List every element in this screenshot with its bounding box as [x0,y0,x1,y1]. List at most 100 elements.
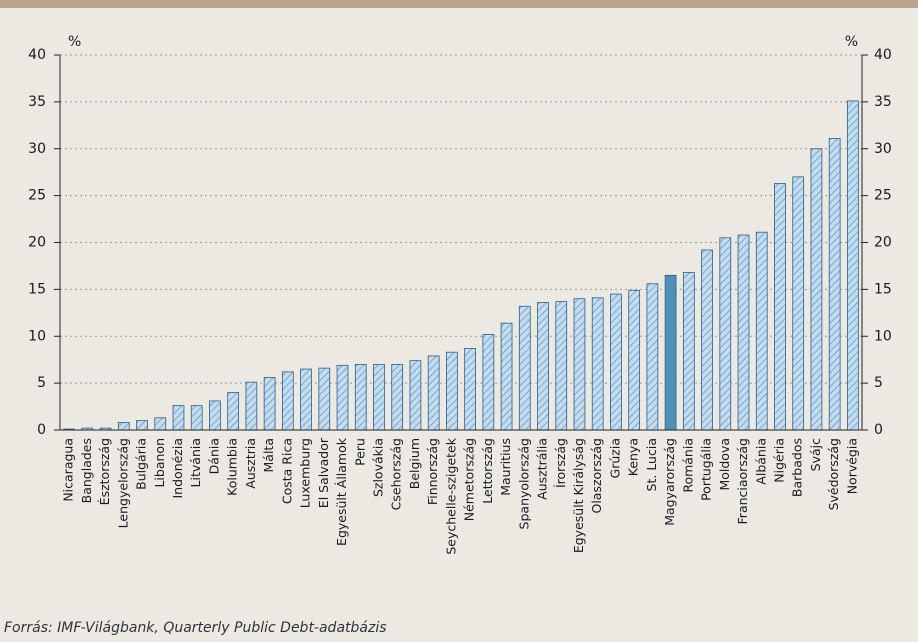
bar [755,231,768,431]
x-tick-label: Franciaország [735,438,750,524]
bar [427,355,440,431]
y-tick-label: 35 [28,94,46,110]
x-tick-label: Portugália [699,438,714,501]
y-tick-label: 30 [28,141,46,157]
x-tick-label: Kolumbia [225,438,240,496]
x-tick-label: Libanon [152,438,167,488]
y2-tick-label: 40 [874,47,892,63]
x-tick-label: Lettország [480,438,495,504]
bar [391,363,404,431]
y2-tick-label: 30 [874,141,892,157]
y2-axis-label: % [845,34,858,50]
bar [446,351,458,431]
x-tick-label: Kenya [626,438,641,476]
bar [573,298,586,431]
x-tick-label: Svédország [826,438,841,510]
x-tick-label: Spanyolország [516,438,531,529]
x-tick-label: Albánia [753,438,768,485]
bar [719,237,732,431]
x-tick-label: Románia [680,438,695,493]
y2-tick-label: 20 [874,235,892,251]
x-tick-label: Norvégia [844,438,859,494]
y2-tick-label: 35 [874,94,892,110]
y-tick-label: 10 [28,328,46,344]
y2-tick-label: 25 [874,188,892,204]
bar [336,364,349,431]
bar [318,367,331,431]
bar [245,381,258,431]
bar [117,422,130,431]
x-tick-label: Ausztrália [535,438,550,500]
x-tick-label: Nicaragua [61,438,76,502]
x-tick-label: Németország [462,438,477,521]
bar [190,405,203,431]
y2-tick-label: 0 [874,422,883,438]
x-tick-label: Seychelle-szigetek [443,437,458,554]
x-tick-label: Finnország [425,438,440,505]
y2-tick-label: 15 [874,281,892,297]
x-tick-label: Luxemburg [298,438,313,508]
x-tick-label: Lengyelország [115,438,130,528]
bar [628,289,641,431]
bar [774,183,786,431]
bar [555,301,568,431]
x-tick-label: Dánia [206,438,221,474]
source: Forrás: IMF-Világbank, Quarterly Public … [4,620,387,636]
bar [682,272,695,431]
bar [227,392,240,431]
bar [737,234,750,431]
x-tick-label: Magyarország [662,438,677,526]
bar [847,100,859,431]
bar [464,348,476,431]
bar [664,274,677,431]
bar [154,417,167,431]
x-tick-label: Málta [261,438,276,472]
x-tick-label: Svájc [808,438,823,471]
x-tick-label: Szlovákia [370,438,385,497]
x-tick-label: Peru [352,438,367,466]
bar [172,405,185,431]
x-tick-label: Mauritius [498,438,513,496]
bar [354,363,367,431]
x-tick-label: Costa Rica [279,438,294,504]
x-tick-label: Indonézia [170,438,185,499]
y-tick-label: 20 [28,235,46,251]
y-tick-label: 15 [28,281,46,297]
x-tick-label: Észtország [97,438,112,505]
x-tick-label: Litvánia [188,438,203,487]
bar [281,371,294,431]
bar [828,138,841,431]
bar [610,293,622,431]
x-tick-label: Csehország [389,438,404,510]
x-tick-label: Nigéria [771,438,786,483]
bar [373,363,385,431]
x-tick-label: Egyesült Államok [334,437,349,546]
x-tick-label: El Salvador [316,437,331,508]
bar [646,283,659,431]
bar [136,420,148,431]
bar [409,360,422,431]
x-tick-label: Moldova [717,438,732,491]
bar [209,400,221,431]
bar [263,377,276,431]
bar [500,322,513,431]
bar [300,368,312,431]
bar [482,333,495,431]
bar [810,148,823,431]
y-tick-label: 25 [28,188,46,204]
x-tick-label: Barbados [790,438,805,497]
x-tick-label: Belgium [407,438,422,489]
x-tick-label: Egyesült Királyság [571,438,586,553]
x-tick-label: Írország [553,438,568,488]
y-tick-label: 40 [28,47,46,63]
x-tick-label: Banglades [79,438,94,503]
bar [518,305,531,431]
y-tick-label: 5 [37,375,46,391]
bar [792,176,805,431]
bar [591,297,604,431]
y2-tick-label: 5 [874,375,883,391]
bar [537,302,549,431]
y-tick-label: 0 [37,422,46,438]
